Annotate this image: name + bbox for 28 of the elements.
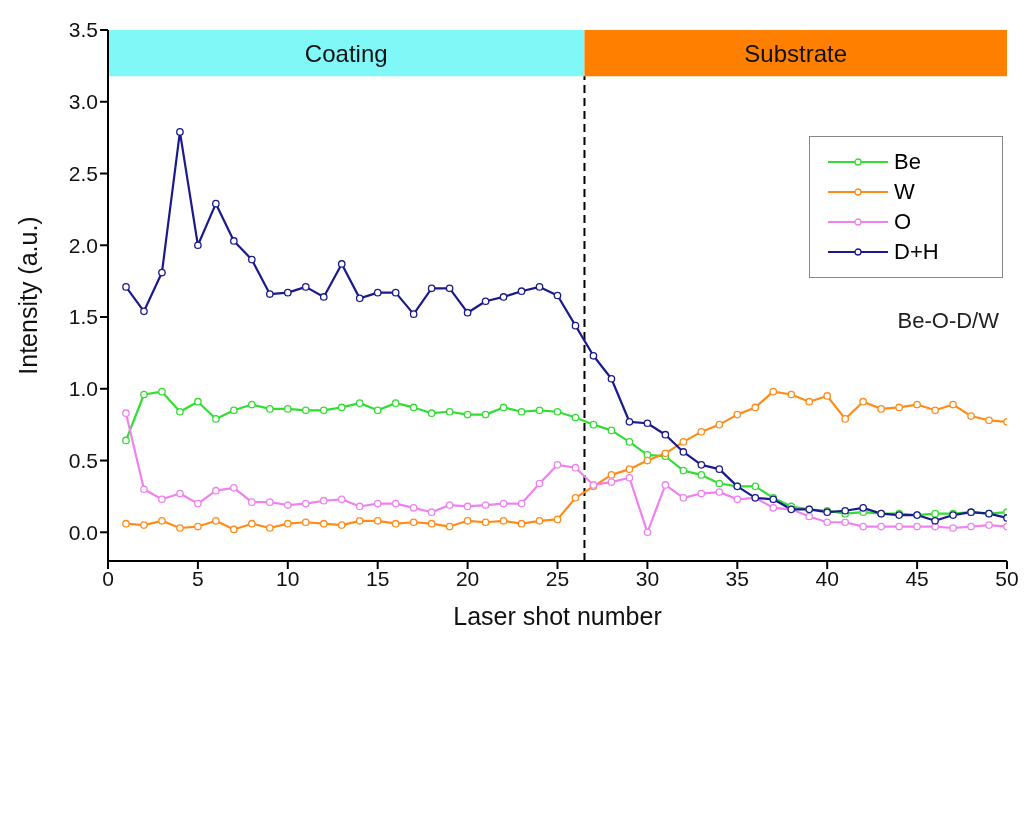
x-tick-label: 35 <box>725 566 749 590</box>
x-tick-label: 0 <box>102 566 114 590</box>
y-tick-label: 0.0 <box>68 520 98 544</box>
band-label: Coating <box>304 39 388 67</box>
x-tick-label: 5 <box>192 566 204 590</box>
legend-label: D+H <box>894 239 939 265</box>
legend-label: O <box>894 209 912 235</box>
legend-label: W <box>894 179 915 205</box>
y-tick-label: 0.5 <box>68 449 98 472</box>
y-tick-label: 2.0 <box>68 233 98 257</box>
y-axis-title: Intensity (a.u.) <box>13 216 42 375</box>
x-axis-title: Laser shot number <box>453 602 662 630</box>
x-tick-label: 45 <box>905 566 929 590</box>
y-tick-label: 3.5 <box>68 18 98 42</box>
legend-label: Be <box>894 149 921 175</box>
annotation: Be-O-D/W <box>897 308 999 334</box>
x-tick-label: 15 <box>366 566 390 590</box>
band-label: Substrate <box>744 39 848 67</box>
x-tick-label: 20 <box>455 566 480 590</box>
y-tick-label: 3.0 <box>68 90 98 114</box>
y-tick-label: 2.5 <box>68 161 98 185</box>
y-tick-label: 1.5 <box>68 305 98 329</box>
x-tick-label: 30 <box>635 566 660 590</box>
x-tick-label: 50 <box>995 566 1019 590</box>
x-tick-label: 40 <box>815 566 839 590</box>
y-tick-label: 1.0 <box>68 377 98 401</box>
x-tick-label: 10 <box>276 566 300 590</box>
x-tick-label: 25 <box>545 566 570 590</box>
